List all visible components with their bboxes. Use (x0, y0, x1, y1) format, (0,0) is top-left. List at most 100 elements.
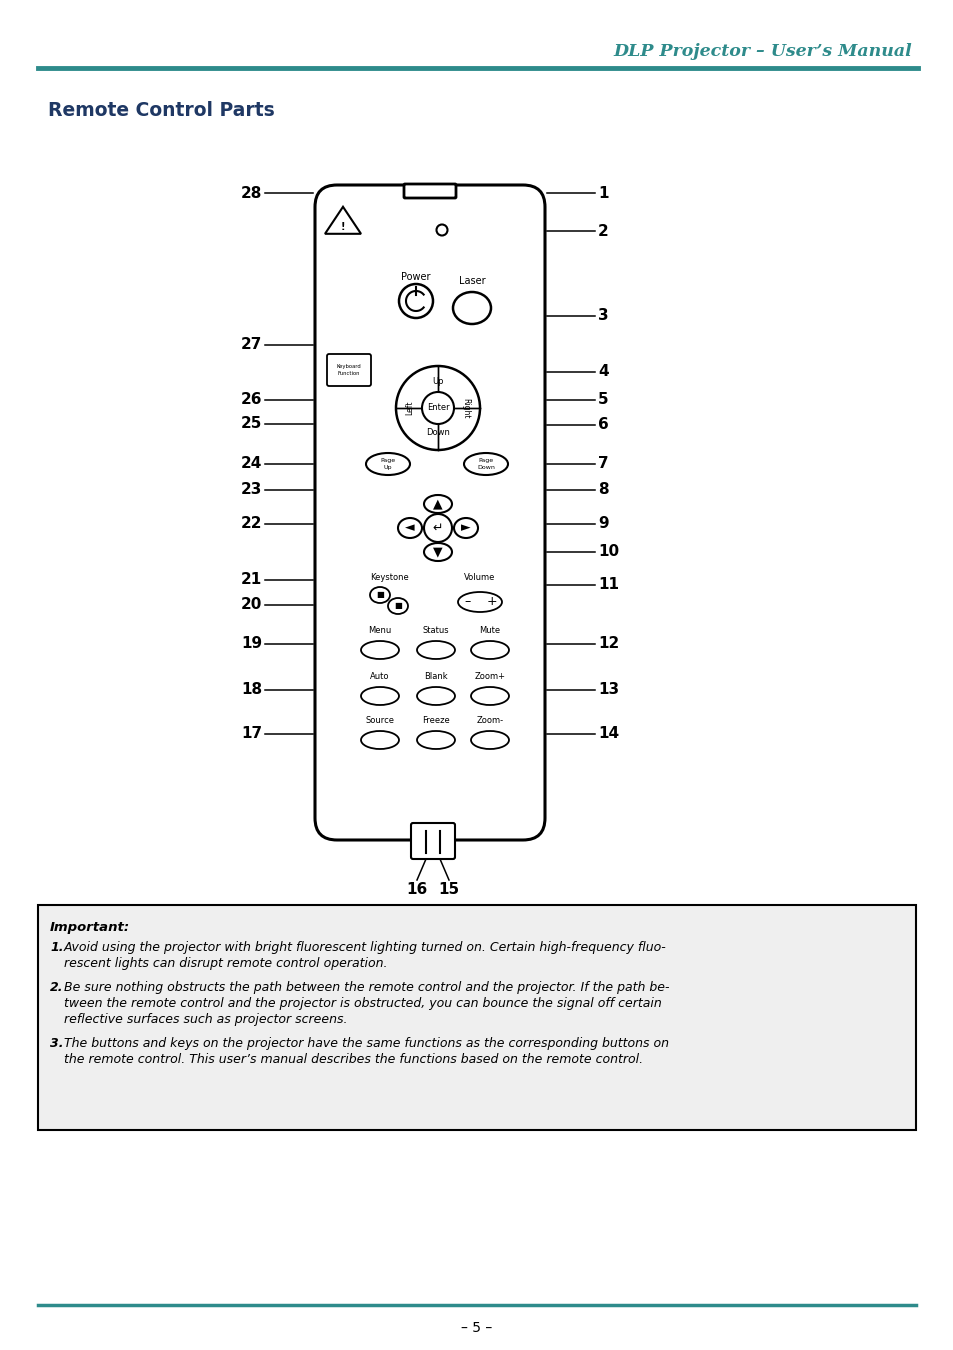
FancyBboxPatch shape (411, 824, 455, 859)
Text: Freeze: Freeze (421, 717, 450, 725)
Text: Status: Status (422, 626, 449, 636)
Text: Page
Down: Page Down (476, 459, 495, 470)
Text: 3: 3 (598, 309, 608, 324)
Text: rescent lights can disrupt remote control operation.: rescent lights can disrupt remote contro… (64, 957, 387, 971)
Text: 20: 20 (240, 598, 262, 613)
Text: reflective surfaces such as projector screens.: reflective surfaces such as projector sc… (64, 1012, 347, 1026)
Text: ►: ► (460, 521, 471, 535)
Text: Power: Power (401, 271, 431, 282)
Ellipse shape (416, 641, 455, 659)
Text: 9: 9 (598, 517, 608, 532)
Text: +: + (486, 595, 497, 609)
Text: 3.: 3. (50, 1037, 64, 1050)
Text: Right: Right (461, 398, 470, 418)
Text: 15: 15 (438, 882, 459, 896)
Text: Source: Source (365, 717, 395, 725)
Text: Important:: Important: (50, 921, 130, 934)
Text: 6: 6 (598, 417, 608, 432)
Ellipse shape (453, 292, 491, 324)
Text: 1.: 1. (50, 941, 64, 954)
Ellipse shape (471, 730, 509, 749)
Text: 23: 23 (240, 482, 262, 498)
Text: Laser: Laser (458, 275, 485, 286)
Ellipse shape (360, 641, 398, 659)
Ellipse shape (366, 454, 410, 475)
Text: Zoom+: Zoom+ (474, 672, 505, 682)
Text: –: – (464, 595, 471, 609)
Text: 22: 22 (240, 517, 262, 532)
Ellipse shape (471, 687, 509, 705)
Text: Keystone: Keystone (370, 574, 409, 582)
Ellipse shape (463, 454, 507, 475)
Ellipse shape (471, 641, 509, 659)
Text: 2.: 2. (50, 981, 64, 994)
Text: 12: 12 (598, 636, 618, 652)
Text: 17: 17 (240, 726, 262, 741)
Ellipse shape (454, 518, 477, 539)
Text: ↵: ↵ (433, 521, 443, 535)
Text: 7: 7 (598, 456, 608, 471)
Text: 10: 10 (598, 544, 618, 559)
Text: Volume: Volume (464, 574, 496, 582)
Text: 8: 8 (598, 482, 608, 498)
Text: 18: 18 (240, 683, 262, 698)
Text: Page
Up: Page Up (380, 459, 395, 470)
Text: !: ! (340, 221, 345, 232)
Text: Menu: Menu (368, 626, 392, 636)
Circle shape (423, 514, 452, 541)
Text: 2: 2 (598, 224, 608, 239)
Ellipse shape (423, 543, 452, 562)
Text: Enter: Enter (426, 404, 449, 413)
Text: – 5 –: – 5 – (461, 1322, 492, 1335)
Text: Down: Down (426, 428, 450, 437)
Text: 19: 19 (240, 636, 262, 652)
Text: the remote control. This user’s manual describes the functions based on the remo: the remote control. This user’s manual d… (64, 1053, 642, 1066)
Ellipse shape (370, 587, 390, 603)
Text: 21: 21 (240, 572, 262, 587)
Ellipse shape (457, 593, 501, 612)
Text: Avoid using the projector with bright fluorescent lighting turned on. Certain hi: Avoid using the projector with bright fl… (64, 941, 666, 954)
Text: 1: 1 (598, 185, 608, 201)
Text: 24: 24 (240, 456, 262, 471)
Text: 25: 25 (240, 417, 262, 432)
Ellipse shape (416, 730, 455, 749)
Ellipse shape (388, 598, 408, 614)
Text: Left: Left (405, 401, 414, 416)
FancyBboxPatch shape (38, 904, 915, 1130)
Text: 26: 26 (240, 393, 262, 408)
Text: ◄: ◄ (405, 521, 415, 535)
Text: ▼: ▼ (433, 545, 442, 559)
Ellipse shape (397, 518, 421, 539)
Text: Up: Up (432, 378, 443, 386)
Text: 4: 4 (598, 364, 608, 379)
Text: Keyboard
Function: Keyboard Function (336, 364, 361, 375)
Text: ▲: ▲ (433, 498, 442, 510)
Text: Auto: Auto (370, 672, 390, 682)
Ellipse shape (360, 730, 398, 749)
Text: Zoom-: Zoom- (476, 717, 503, 725)
Circle shape (395, 366, 479, 450)
Text: The buttons and keys on the projector have the same functions as the correspondi: The buttons and keys on the projector ha… (64, 1037, 668, 1050)
Text: 16: 16 (406, 882, 427, 896)
Text: ■: ■ (394, 602, 401, 610)
Text: Remote Control Parts: Remote Control Parts (48, 100, 274, 120)
FancyBboxPatch shape (314, 185, 544, 840)
Ellipse shape (416, 687, 455, 705)
Text: 13: 13 (598, 683, 618, 698)
FancyBboxPatch shape (327, 354, 371, 386)
Text: DLP Projector – User’s Manual: DLP Projector – User’s Manual (613, 43, 911, 61)
Ellipse shape (423, 495, 452, 513)
Text: Blank: Blank (424, 672, 447, 682)
Text: 5: 5 (598, 393, 608, 408)
Text: ■: ■ (375, 590, 383, 599)
FancyBboxPatch shape (403, 184, 456, 198)
Text: 27: 27 (240, 338, 262, 352)
Text: Be sure nothing obstructs the path between the remote control and the projector.: Be sure nothing obstructs the path betwe… (64, 981, 669, 994)
Ellipse shape (360, 687, 398, 705)
Text: 28: 28 (240, 185, 262, 201)
Text: 14: 14 (598, 726, 618, 741)
Text: Mute: Mute (479, 626, 500, 636)
Text: 11: 11 (598, 578, 618, 593)
Circle shape (421, 392, 454, 424)
Text: tween the remote control and the projector is obstructed, you can bounce the sig: tween the remote control and the project… (64, 998, 661, 1010)
